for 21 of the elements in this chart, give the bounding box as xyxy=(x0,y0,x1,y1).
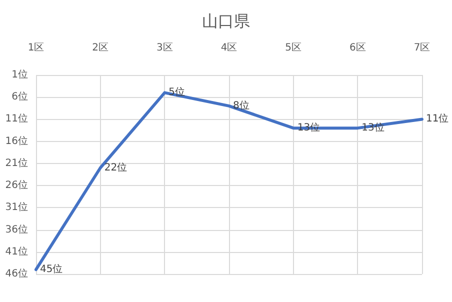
y-tick-label: 11位 xyxy=(5,112,28,125)
data-label: 45位 xyxy=(40,263,63,276)
x-tick-label: 4区 xyxy=(220,42,238,54)
x-tick-label: 5区 xyxy=(285,42,302,54)
chart-title: 山口県 xyxy=(202,12,250,30)
y-tick-label: 31位 xyxy=(5,201,28,214)
x-tick-label: 7区 xyxy=(414,42,430,54)
y-tick-label: 36位 xyxy=(5,223,28,236)
x-tick-label: 3区 xyxy=(156,42,173,54)
y-tick-label: 6位 xyxy=(12,90,28,103)
x-tick-label: 6区 xyxy=(349,42,366,54)
y-tick-label: 41位 xyxy=(5,245,28,258)
x-tick-label: 1区 xyxy=(28,42,44,54)
data-label: 22位 xyxy=(104,161,128,174)
x-tick-label: 2区 xyxy=(92,42,109,54)
data-label: 11位 xyxy=(426,112,449,125)
y-tick-label: 21位 xyxy=(5,156,28,169)
y-tick-label: 26位 xyxy=(5,179,28,192)
y-tick-label: 1位 xyxy=(12,68,28,80)
y-tick-label: 46位 xyxy=(5,268,28,280)
y-tick-label: 16位 xyxy=(5,134,28,147)
